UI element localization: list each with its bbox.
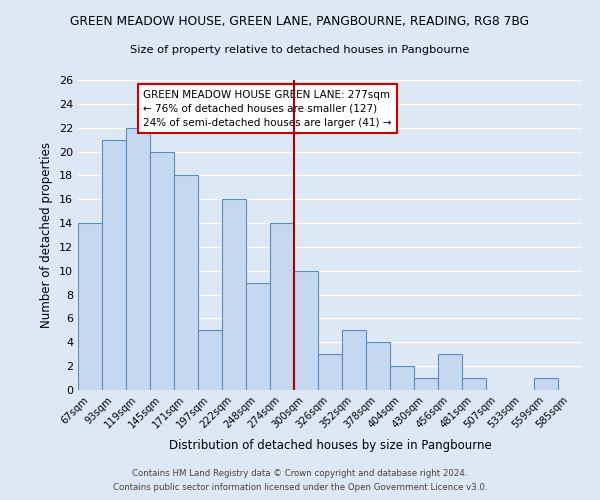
Text: GREEN MEADOW HOUSE, GREEN LANE, PANGBOURNE, READING, RG8 7BG: GREEN MEADOW HOUSE, GREEN LANE, PANGBOUR… bbox=[71, 15, 530, 28]
Text: Contains HM Land Registry data © Crown copyright and database right 2024.: Contains HM Land Registry data © Crown c… bbox=[132, 468, 468, 477]
Bar bbox=[150, 152, 174, 390]
Bar bbox=[174, 176, 198, 390]
Bar bbox=[294, 271, 318, 390]
Bar bbox=[366, 342, 390, 390]
Bar bbox=[390, 366, 414, 390]
Bar bbox=[462, 378, 486, 390]
Bar bbox=[198, 330, 222, 390]
Bar bbox=[414, 378, 438, 390]
Text: Contains public sector information licensed under the Open Government Licence v3: Contains public sector information licen… bbox=[113, 484, 487, 492]
Bar bbox=[534, 378, 558, 390]
Y-axis label: Number of detached properties: Number of detached properties bbox=[40, 142, 53, 328]
Bar bbox=[126, 128, 150, 390]
Bar bbox=[438, 354, 462, 390]
Bar bbox=[78, 223, 102, 390]
Bar bbox=[342, 330, 366, 390]
Bar bbox=[102, 140, 126, 390]
X-axis label: Distribution of detached houses by size in Pangbourne: Distribution of detached houses by size … bbox=[169, 439, 491, 452]
Text: GREEN MEADOW HOUSE GREEN LANE: 277sqm
← 76% of detached houses are smaller (127): GREEN MEADOW HOUSE GREEN LANE: 277sqm ← … bbox=[143, 90, 391, 128]
Bar bbox=[222, 199, 246, 390]
Bar bbox=[246, 282, 270, 390]
Text: Size of property relative to detached houses in Pangbourne: Size of property relative to detached ho… bbox=[130, 45, 470, 55]
Bar bbox=[270, 223, 294, 390]
Bar bbox=[318, 354, 342, 390]
